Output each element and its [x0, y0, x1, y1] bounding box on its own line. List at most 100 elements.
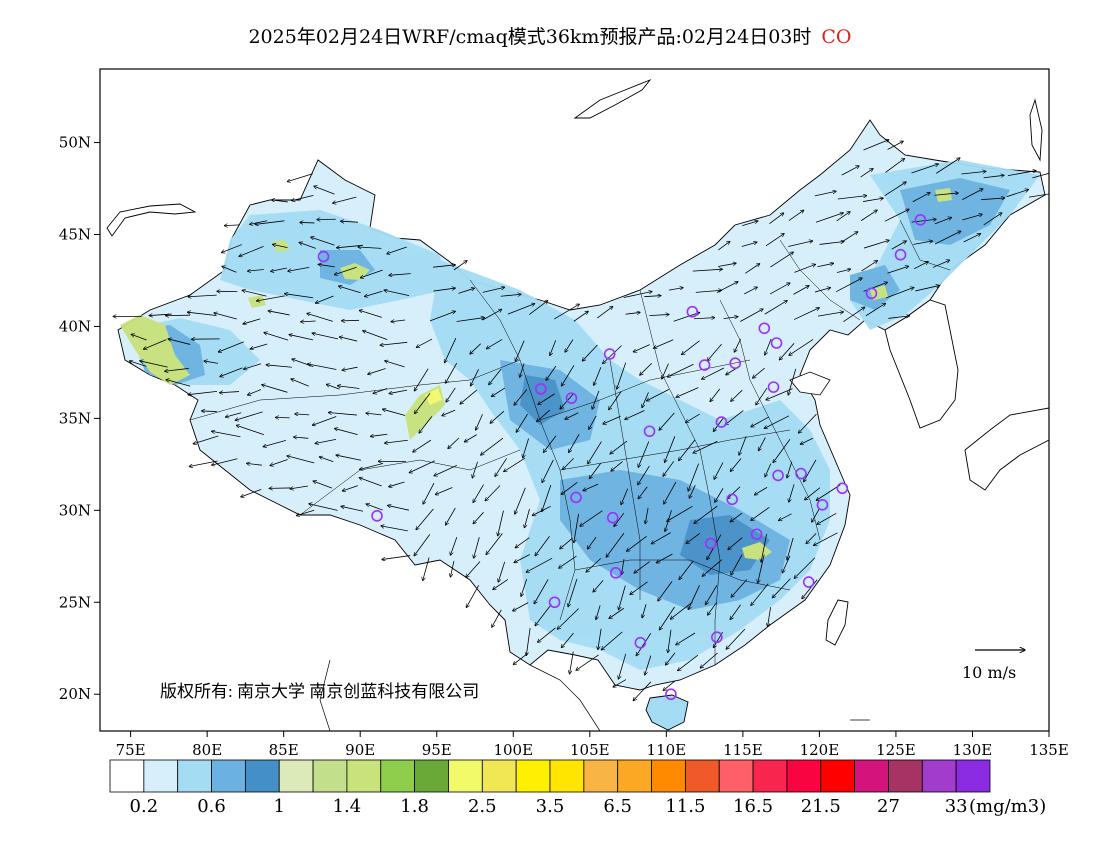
wind-arrow [143, 339, 167, 350]
station-marker [565, 392, 578, 404]
station-marker [715, 416, 728, 428]
wind-arrow [705, 585, 718, 604]
wind-arrow [580, 510, 603, 527]
wind-arrow [658, 581, 673, 601]
wind-arrow [315, 438, 337, 443]
wind-arrow [700, 652, 718, 668]
wind-arrow [341, 320, 360, 321]
lon-tick-label: 125E [876, 741, 916, 759]
wind-arrow [513, 602, 529, 611]
wind-arrow [983, 175, 1005, 179]
wind-arrow [636, 632, 652, 656]
wind-arrow [586, 558, 602, 572]
wind-arrow [292, 194, 314, 200]
myanmar-outline [319, 659, 331, 731]
wind-arrow [359, 478, 382, 487]
legend-label: 0.6 [197, 796, 226, 817]
wind-arrow [220, 367, 243, 377]
wind-arrow [884, 209, 909, 222]
wind-arrow [638, 441, 650, 468]
wind-arrow [368, 368, 386, 375]
legend-swatch [921, 759, 957, 793]
station-marker [836, 482, 849, 495]
station-marker [795, 467, 807, 480]
wind-arrow [664, 481, 677, 504]
wind-arrow [291, 379, 309, 387]
wind-arrow [543, 435, 557, 453]
wind-arrow [334, 266, 357, 274]
wind-arrow [493, 579, 509, 589]
wind-arrow [603, 415, 621, 424]
wind-arrow [911, 164, 939, 174]
wind-arrow [380, 341, 408, 345]
station-marker [772, 469, 784, 482]
wind-arrow [385, 439, 408, 443]
lon-tick-label: 105E [570, 741, 610, 759]
map-frame [99, 68, 1050, 732]
wind-arrow [754, 487, 768, 495]
wind-arrow [789, 339, 814, 355]
wind-arrow [296, 509, 315, 515]
wind-arrow [507, 304, 535, 315]
wind-arrow [884, 182, 907, 197]
station-marker [726, 493, 738, 506]
wind-arrow [489, 368, 502, 385]
wind-arrow [915, 285, 939, 292]
wind-arrow [534, 579, 549, 604]
wind-arrow [318, 264, 335, 268]
wind-arrow [794, 557, 816, 579]
wind-arrow [817, 312, 843, 317]
wind-arrow [168, 339, 191, 345]
wind-arrow [731, 389, 743, 401]
wind-arrow [765, 234, 784, 247]
wind-arrow [611, 461, 623, 471]
wind-arrow [638, 465, 650, 485]
wind-arrow [625, 410, 645, 420]
wind-arrow [614, 512, 625, 526]
station-marker [894, 248, 907, 261]
station-marker [704, 537, 717, 550]
wind-arrow [537, 409, 551, 422]
wind-arrow [756, 387, 768, 405]
wind-arrow [625, 312, 641, 314]
wind-arrow [491, 387, 506, 397]
wind-arrow [843, 307, 864, 322]
wind-arrow [695, 290, 722, 293]
wind-arrow [645, 507, 649, 524]
legend-label: 33 [945, 796, 968, 817]
legend-swatch [718, 759, 754, 793]
wind-arrow [287, 456, 315, 464]
wind-arrow [524, 508, 530, 528]
wind-arrow [766, 388, 793, 400]
wind-arrow [640, 362, 653, 375]
wind-arrow [841, 166, 859, 176]
wind-arrow [389, 481, 405, 487]
wind-arrow [609, 607, 625, 618]
wind-arrow [289, 335, 314, 341]
legend-swatch [651, 759, 686, 793]
wind-arrow [813, 532, 838, 546]
wind-arrow [514, 389, 528, 406]
wind-arrow [836, 269, 851, 273]
legend-swatch [278, 759, 314, 793]
wind-arrow [336, 455, 362, 461]
wind-arrow [193, 435, 219, 444]
wind-arrow [665, 436, 676, 462]
wind-arrow [188, 390, 218, 394]
legend-label: 21.5 [801, 796, 841, 817]
wind-arrow [521, 579, 528, 596]
wind-arrow [694, 505, 718, 523]
longitude-axis: 75E 80E 85E 90E 95E 100E 105E 110E 115E 120E 125E 1… [116, 731, 1069, 759]
wind-arrow [798, 413, 817, 433]
legend-swatch [515, 759, 551, 793]
legend-swatch [583, 759, 619, 793]
lon-tick-label: 90E [345, 741, 375, 759]
wind-arrow [1006, 190, 1029, 198]
station-marker [548, 596, 561, 609]
wind-arrow [456, 318, 485, 322]
wind-arrow [387, 246, 407, 254]
legend-swatch [414, 759, 449, 793]
korean-peninsula [884, 299, 959, 429]
wind-arrow [837, 196, 867, 200]
wind-arrow [538, 393, 555, 405]
